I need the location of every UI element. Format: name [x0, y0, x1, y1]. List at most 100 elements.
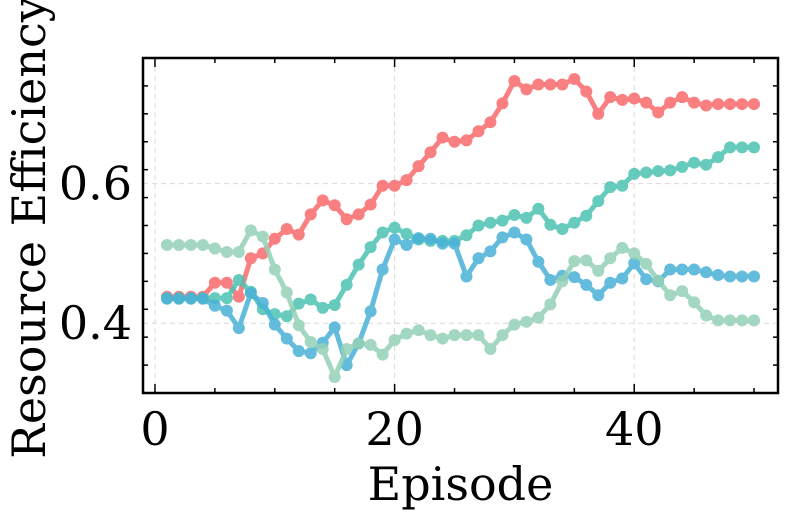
data-point: [736, 314, 749, 327]
data-point: [532, 78, 545, 91]
data-point: [328, 370, 341, 383]
series-3: [160, 226, 761, 372]
data-point: [232, 322, 245, 335]
data-point: [208, 242, 221, 255]
data-point: [724, 98, 737, 111]
data-point: [544, 273, 557, 286]
data-point: [532, 255, 545, 268]
data-point: [676, 263, 689, 276]
data-point: [328, 299, 341, 312]
data-point: [700, 99, 713, 112]
data-point: [724, 270, 737, 283]
data-point: [172, 239, 185, 252]
data-point: [460, 270, 473, 283]
data-point: [664, 96, 677, 109]
data-point: [232, 273, 245, 286]
data-point: [292, 228, 305, 241]
data-point: [232, 290, 245, 303]
data-point: [592, 195, 605, 208]
data-point: [724, 141, 737, 154]
data-point: [376, 179, 389, 192]
data-point: [256, 230, 269, 243]
data-point: [376, 348, 389, 361]
data-point: [688, 156, 701, 169]
data-point: [676, 160, 689, 173]
data-point: [568, 255, 581, 268]
data-point: [424, 146, 437, 159]
data-point: [604, 276, 617, 289]
data-point: [640, 257, 653, 270]
data-point: [748, 98, 761, 111]
data-point: [580, 254, 593, 267]
data-point: [160, 292, 173, 305]
data-point: [616, 179, 629, 192]
data-point: [172, 292, 185, 305]
data-point: [676, 91, 689, 104]
data-point: [220, 304, 233, 317]
data-point: [604, 91, 617, 104]
data-point: [184, 292, 197, 305]
data-point: [268, 232, 281, 245]
data-point: [316, 194, 329, 207]
data-point: [460, 329, 473, 342]
data-point: [364, 198, 377, 211]
data-point: [664, 164, 677, 177]
data-point: [244, 287, 257, 300]
data-point: [700, 158, 713, 171]
data-point: [460, 134, 473, 147]
data-point: [712, 314, 725, 327]
data-point: [652, 106, 665, 119]
data-point: [496, 231, 509, 244]
data-point: [628, 247, 641, 260]
data-point: [208, 276, 221, 289]
data-point: [280, 222, 293, 235]
data-point: [592, 289, 605, 302]
data-point: [340, 213, 353, 226]
data-point: [328, 199, 341, 212]
plot-frame: [141, 56, 780, 395]
data-point: [712, 269, 725, 282]
data-point: [412, 160, 425, 173]
data-point: [292, 319, 305, 332]
data-point: [328, 321, 341, 334]
series-1: [160, 72, 761, 303]
data-point: [232, 246, 245, 259]
data-point: [616, 93, 629, 106]
data-point: [592, 107, 605, 120]
axis-ticks: [143, 57, 778, 394]
data-point: [736, 98, 749, 111]
data-point: [268, 318, 281, 331]
x-axis-title: Episode: [368, 457, 554, 511]
data-point: [484, 216, 497, 229]
data-point: [220, 246, 233, 259]
data-point: [700, 266, 713, 279]
data-point: [712, 151, 725, 164]
data-point: [508, 226, 521, 239]
data-point: [304, 347, 317, 360]
data-point: [676, 285, 689, 298]
data-point: [388, 233, 401, 246]
data-point: [460, 229, 473, 242]
data-point: [184, 239, 197, 252]
data-point: [352, 208, 365, 221]
data-point: [580, 278, 593, 291]
grid-lines: [143, 58, 778, 393]
data-point: [280, 310, 293, 323]
data-point: [652, 165, 665, 178]
data-point: [364, 338, 377, 351]
data-point: [196, 292, 209, 305]
data-point: [628, 257, 641, 270]
data-point: [448, 329, 461, 342]
data-point: [544, 78, 557, 91]
data-point: [640, 273, 653, 286]
data-point: [388, 333, 401, 346]
data-point: [388, 221, 401, 234]
data-point: [316, 343, 329, 356]
data-point: [484, 245, 497, 258]
data-point: [244, 252, 257, 265]
tick-labels: 0 20 40 0.4 0.6: [59, 157, 664, 456]
data-point: [688, 263, 701, 276]
data-point: [640, 166, 653, 179]
series-line: [164, 227, 757, 380]
data-point: [364, 241, 377, 254]
